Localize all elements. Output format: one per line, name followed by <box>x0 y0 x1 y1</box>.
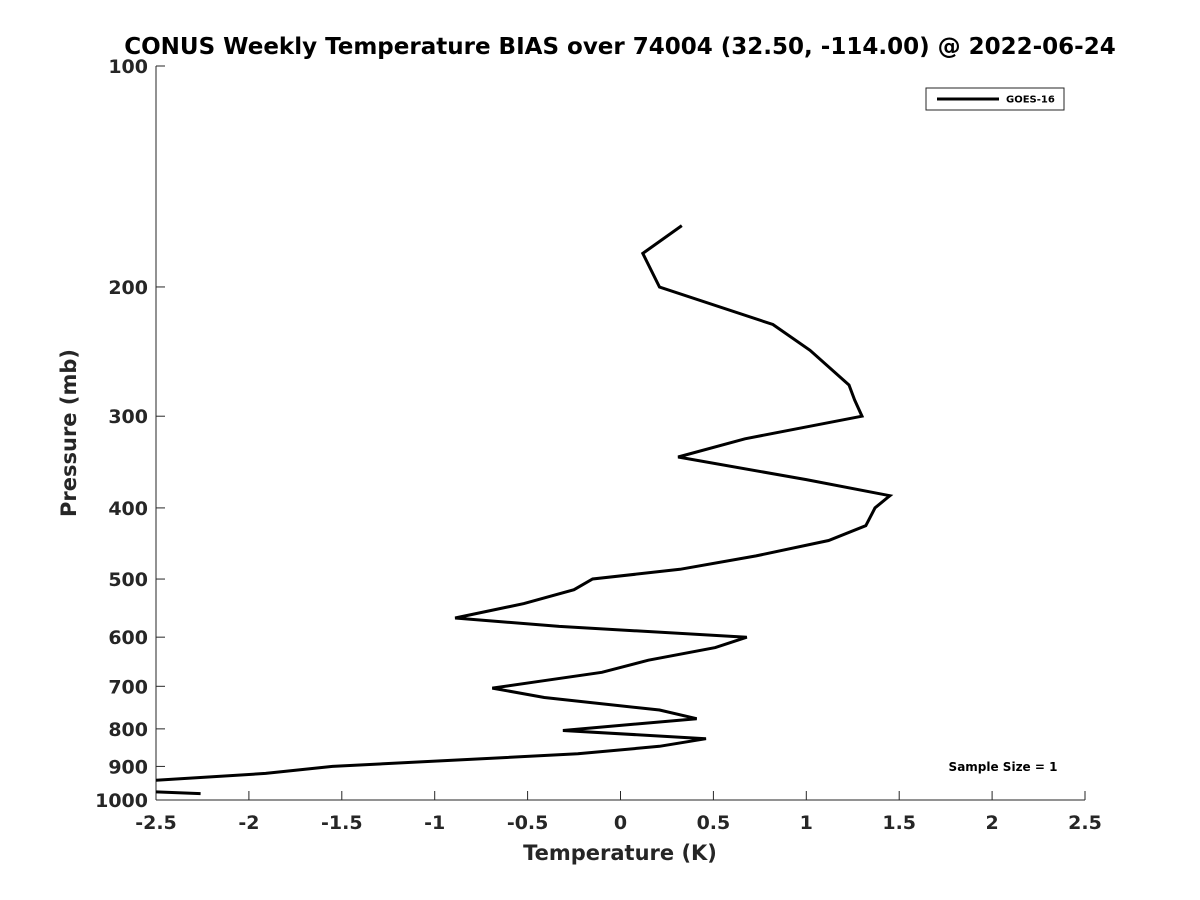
legend: GOES-16 <box>925 87 1065 111</box>
y-axis-label: Pressure (mb) <box>57 349 81 517</box>
y-tick-label: 500 <box>108 569 148 591</box>
y-ticks: 100 200 300 400 500 600 700 800 900 1000 <box>95 56 165 812</box>
sample-size-annotation: Sample Size = 1 <box>949 760 1058 774</box>
x-ticks: -2.5 -2 -1.5 -1 -0.5 0 0.5 1 1.5 2 2.5 <box>135 791 1102 834</box>
y-tick-label: 600 <box>108 627 148 649</box>
y-tick-label: 800 <box>108 719 148 741</box>
x-tick-label: 2.5 <box>1068 812 1102 834</box>
x-tick-label: 1.5 <box>882 812 916 834</box>
x-tick-label: 0.5 <box>697 812 731 834</box>
x-tick-label: -2 <box>238 812 259 834</box>
x-tick-label: 1 <box>800 812 813 834</box>
y-tick-label: 200 <box>108 277 148 299</box>
series-layer <box>155 224 894 796</box>
x-tick-label: -1.5 <box>321 812 363 834</box>
legend-label-goes-16: GOES-16 <box>1006 95 1055 106</box>
y-tick-label: 1000 <box>95 790 148 812</box>
x-tick-label: 0 <box>614 812 627 834</box>
y-tick-label: 100 <box>108 56 148 78</box>
y-tick-label: 900 <box>108 756 148 778</box>
x-tick-label: -2.5 <box>135 812 177 834</box>
x-axis-label: Temperature (K) <box>523 841 717 865</box>
x-tick-label: 2 <box>985 812 998 834</box>
x-tick-label: -1 <box>424 812 445 834</box>
series-line-goes-16 <box>155 224 894 782</box>
x-tick-label: -0.5 <box>507 812 549 834</box>
chart-title: CONUS Weekly Temperature BIAS over 74004… <box>124 34 1115 60</box>
y-tick-label: 400 <box>108 498 148 520</box>
series-line-goes-16-segment <box>155 790 201 796</box>
y-tick-label: 300 <box>108 406 148 428</box>
y-tick-label: 700 <box>108 676 148 698</box>
